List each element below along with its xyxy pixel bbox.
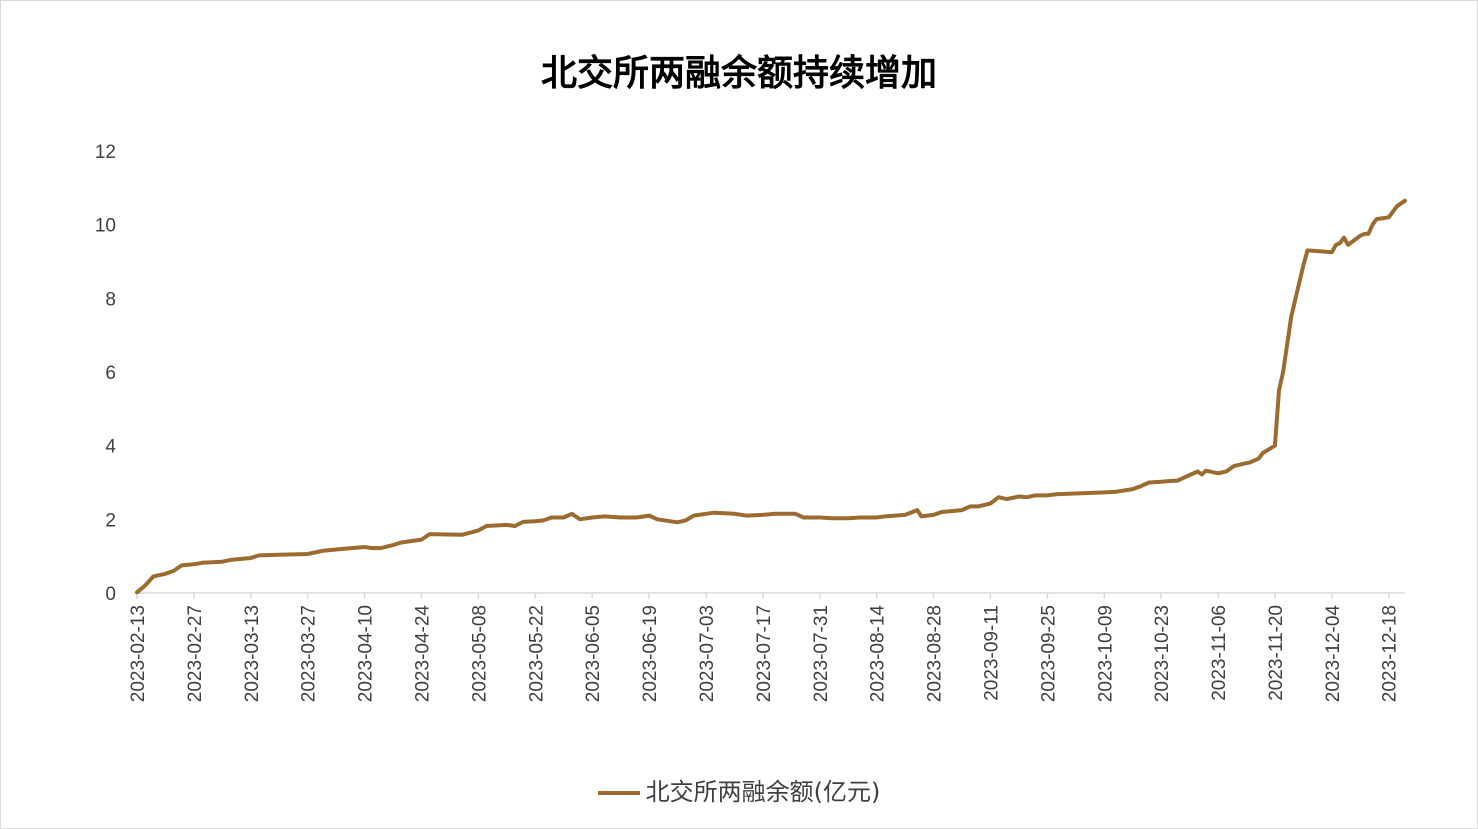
x-tick-label: 2023-07-17	[754, 605, 775, 702]
chart-title: 北交所两融余额持续增加	[540, 53, 937, 94]
y-axis-ticks: 0 2 4 6 8 10 12	[95, 142, 117, 605]
x-tick-label: 2023-08-14	[868, 605, 889, 703]
x-tick-label: 2023-10-23	[1152, 605, 1173, 702]
y-tick-label: 10	[95, 216, 116, 237]
legend: 北交所两融余额(亿元)	[0, 772, 1478, 807]
x-tick-label: 2023-06-19	[640, 605, 661, 702]
x-tick-label: 2023-11-06	[1209, 605, 1230, 701]
x-tick-label: 2023-04-10	[356, 605, 377, 702]
y-tick-label: 4	[105, 437, 116, 458]
series-layer	[135, 198, 1407, 595]
series-line	[135, 198, 1407, 595]
y-tick-label: 12	[95, 142, 116, 163]
x-tick-label: 2023-02-13	[128, 605, 149, 702]
x-tick-label: 2023-07-31	[811, 605, 832, 702]
x-tick-label: 2023-05-08	[469, 605, 490, 702]
y-tick-label: 6	[105, 363, 116, 384]
x-tick-label: 2023-12-18	[1380, 605, 1401, 702]
y-tick-label: 2	[105, 510, 116, 531]
x-tick-label: 2023-04-24	[412, 605, 433, 703]
x-tick-label: 2023-05-22	[526, 605, 547, 702]
x-tick-label: 2023-09-11	[981, 605, 1002, 701]
x-tick-label: 2023-06-05	[583, 605, 604, 702]
x-tick-label: 2023-03-13	[242, 605, 263, 702]
x-tick-label: 2023-10-09	[1095, 605, 1116, 702]
y-tick-label: 0	[105, 584, 116, 605]
x-tick-label: 2023-09-25	[1038, 605, 1059, 702]
x-axis: 2023-02-13 2023-02-27 2023-03-13 2023-03-27…	[128, 592, 1405, 703]
x-tick-label: 2023-03-27	[299, 605, 320, 702]
x-tick-label: 2023-11-20	[1266, 605, 1287, 701]
x-tick-label: 2023-02-27	[185, 605, 206, 702]
legend-swatch	[597, 791, 640, 795]
x-tick-label: 2023-12-04	[1323, 605, 1344, 703]
legend-label: 北交所两融余额(亿元)	[645, 778, 881, 806]
x-tick-label: 2023-08-28	[925, 605, 946, 702]
y-tick-label: 8	[105, 289, 116, 310]
x-tick-label: 2023-07-03	[697, 605, 718, 702]
